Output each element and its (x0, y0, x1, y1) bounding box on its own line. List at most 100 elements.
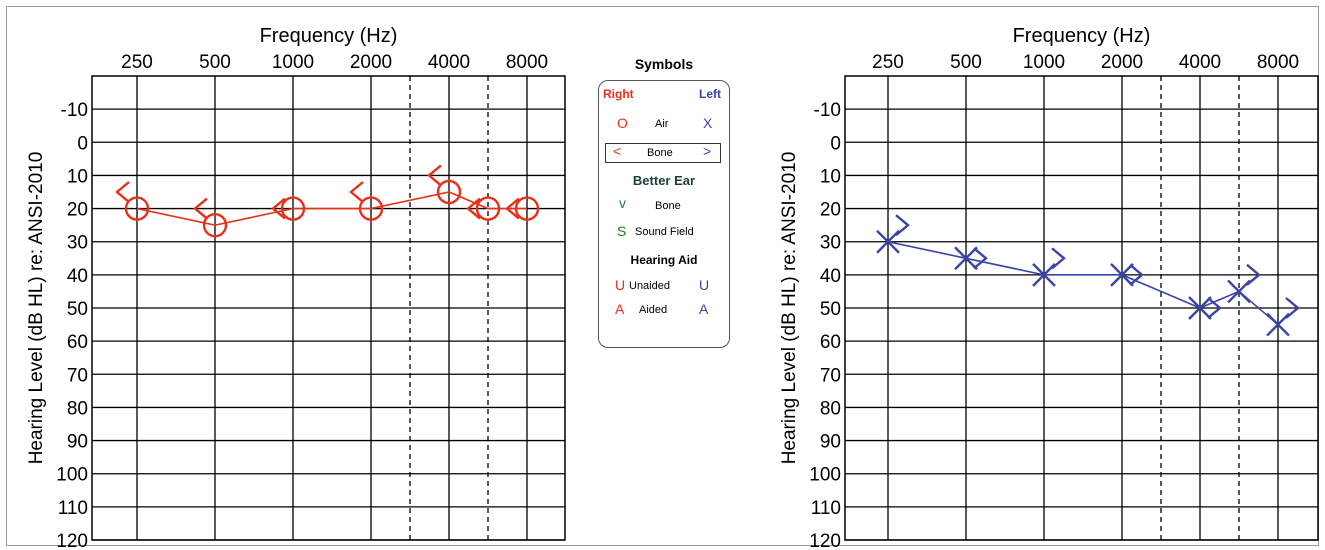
left-bone-marker (1051, 247, 1066, 270)
y-tick-label: 0 (830, 133, 841, 154)
left-ear-audiogram: -10 0 10 20 30 40 50 60 70 80 90 100 110 120 250 500 100… (779, 25, 1319, 550)
x-tick-label: 4000 (428, 52, 470, 73)
right-bone-marker (349, 181, 364, 203)
x-tick-label: 500 (199, 52, 231, 73)
legend-be-bone-row: v Bone (599, 195, 729, 219)
x-tick-label: 1000 (1023, 52, 1065, 73)
right-bone-marker (505, 197, 520, 220)
y-tick-label: 30 (67, 233, 88, 254)
y-tick-label: 20 (820, 200, 841, 221)
y-tick-label: 60 (820, 332, 841, 353)
legend-better-ear-title: Better Ear (632, 173, 696, 188)
y-tick-label: 110 (811, 498, 841, 519)
x-tick-label: 250 (121, 52, 153, 73)
legend-bone-right-symbol: < (613, 143, 622, 159)
right-air-marker (436, 179, 462, 205)
legend-hearing-aid-title: Hearing Aid (630, 253, 698, 267)
legend-bone-box (605, 143, 721, 163)
y-tick-label: 90 (820, 432, 841, 453)
right-air-line (136, 191, 527, 226)
legend-air-row: O Air X (599, 115, 729, 137)
y-tick-label: 60 (67, 332, 88, 353)
y-tick-label: 40 (820, 266, 841, 287)
legend-aided-label: Aided (639, 304, 668, 316)
y-tick-label: 50 (67, 299, 88, 320)
legend-aided-right-symbol: A (615, 301, 625, 317)
right-bone-marker (193, 197, 208, 220)
y-tick-label: 10 (67, 166, 88, 187)
right-air-marker (514, 196, 540, 221)
right-air-marker (202, 212, 228, 238)
legend-aided-row: A Aided A (599, 301, 729, 323)
y-tick-label: 0 (77, 133, 88, 154)
x-axis-title: Frequency (Hz) (260, 25, 398, 47)
left-air-marker (954, 246, 978, 271)
y-tick-label: 10 (820, 166, 841, 187)
right-air-marker (124, 196, 150, 221)
right-bone-marker (115, 181, 130, 203)
left-air-marker (1227, 279, 1251, 304)
right-bone-marker (466, 197, 481, 220)
x-tick-label: 8000 (506, 52, 548, 73)
y-tick-label: 80 (820, 398, 841, 419)
left-bone-marker (1246, 263, 1261, 286)
left-bone-marker (895, 214, 910, 237)
y-tick-label: -10 (814, 100, 841, 121)
left-air-marker (1266, 312, 1290, 337)
legend-air-label: Air (655, 118, 669, 130)
legend-unaided-left-symbol: U (699, 277, 710, 293)
left-bone-marker (1285, 297, 1300, 319)
y-tick-label: 100 (809, 465, 841, 486)
x-tick-label: 250 (872, 52, 904, 73)
y-tick-label: 70 (67, 365, 88, 386)
right-bone-marker (271, 197, 286, 220)
legend-sound-field-symbol: S (617, 223, 627, 239)
right-air-marker (280, 196, 306, 221)
x-axis-title: Frequency (Hz) (1013, 25, 1151, 47)
x-tick-label: 500 (950, 52, 982, 73)
left-bone-marker (1129, 263, 1144, 286)
y-tick-label: 90 (67, 432, 88, 453)
legend-unaided-right-symbol: U (615, 277, 626, 293)
legend-air-right-symbol: O (617, 115, 628, 131)
legend-be-bone-label: Bone (655, 200, 681, 212)
right-ear-audiogram: -10 0 10 20 30 40 50 60 70 80 90 100 110 120 250 500 100… (26, 25, 566, 550)
legend-unaided-label: Unaided (629, 280, 670, 292)
y-axis-title: Hearing Level (dB HL) re: ANSI-2010 (26, 152, 47, 465)
legend-aided-left-symbol: A (699, 301, 709, 317)
legend-right-header: Right (603, 87, 634, 101)
right-air-marker (358, 196, 384, 221)
symbols-legend: Right Left O Air X < Bone > Better Ear v… (598, 80, 730, 348)
y-tick-label: 50 (820, 299, 841, 320)
legend-left-header: Left (699, 87, 721, 101)
y-tick-label: 110 (58, 498, 88, 519)
y-axis-title: Hearing Level (dB HL) re: ANSI-2010 (779, 152, 800, 465)
y-tick-label: 80 (67, 398, 88, 419)
y-tick-label: 100 (56, 465, 88, 486)
x-tick-label: 4000 (1179, 52, 1221, 73)
legend-unaided-row: U Unaided U (599, 277, 729, 299)
left-bone-marker (1207, 297, 1222, 319)
right-bone-marker (427, 164, 442, 187)
legend-bone-row: < Bone > (599, 143, 729, 165)
left-air-marker (876, 229, 900, 254)
legend-bone-left-symbol: > (703, 143, 712, 159)
left-air-marker (1188, 296, 1212, 320)
legend-title: Symbols (634, 56, 694, 72)
x-tick-label: 8000 (1257, 52, 1299, 73)
y-tick-label: 30 (820, 233, 841, 254)
left-air-marker (1032, 263, 1056, 287)
y-tick-label: -10 (61, 100, 88, 121)
legend-sound-field-label: Sound Field (635, 226, 694, 238)
legend-bone-label: Bone (647, 147, 673, 159)
legend-be-bone-symbol: v (619, 195, 626, 211)
right-air-marker (475, 196, 501, 221)
y-tick-label: 20 (67, 200, 88, 221)
y-tick-label: 120 (809, 531, 841, 550)
x-tick-label: 2000 (1101, 52, 1143, 73)
left-air-line (887, 240, 1279, 326)
left-air-marker (1110, 263, 1134, 287)
left-bone-marker (973, 247, 988, 270)
y-tick-label: 70 (820, 365, 841, 386)
legend-sound-field-row: S Sound Field (599, 223, 729, 245)
